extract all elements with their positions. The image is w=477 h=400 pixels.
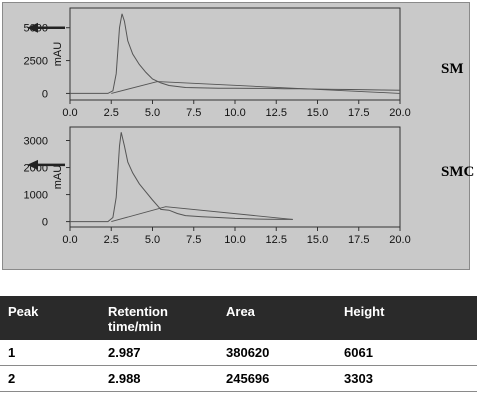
cell-peak: 2: [0, 365, 100, 392]
header-peak: Peak: [0, 296, 100, 340]
table-row: 2 2.988 245696 3303: [0, 365, 477, 392]
cell-peak: 1: [0, 340, 100, 366]
sm-x-tick-label: 7.5: [186, 107, 201, 119]
sm-arrow-head: [27, 22, 38, 33]
sm-x-tick-label: 17.5: [348, 107, 369, 119]
smc-y-tick-label: 1000: [24, 190, 48, 202]
sm-y-tick-label: 0: [42, 88, 48, 100]
sm-plot-frame: [69, 7, 401, 101]
sm-x-tick-label: 2.5: [104, 107, 119, 119]
sm-y-tick-label: 2500: [24, 56, 48, 68]
smc-x-tick-label: 0.0: [62, 234, 77, 246]
sm-x-tick-label: 20.0: [389, 107, 410, 119]
header-retention-time: Retention time/min: [100, 296, 218, 340]
cell-retention-time: 2.987: [100, 340, 218, 366]
smc-x-tick-label: 7.5: [186, 234, 201, 246]
cell-retention-time: 2.988: [100, 365, 218, 392]
chart-label-smc: SMC: [441, 164, 475, 180]
sm-x-tick-label: 12.5: [266, 107, 287, 119]
smc-y-tick-label: 0: [42, 217, 48, 229]
smc-y-tick-label: 3000: [24, 136, 48, 148]
smc-arrow-head: [27, 159, 38, 170]
smc-x-tick-label: 15.0: [307, 234, 328, 246]
cell-area: 380620: [218, 340, 336, 366]
chromatogram-charts: 0.02.55.07.510.012.515.017.520.002500500…: [24, 7, 411, 246]
smc-x-tick-label: 5.0: [145, 234, 160, 246]
smc-signal-trace: [70, 132, 293, 223]
sm-y-axis-label: mAU: [52, 42, 64, 67]
table-header-row: Peak Retention time/min Area Height: [0, 296, 477, 340]
smc-x-tick-label: 17.5: [348, 234, 369, 246]
peak-table: Peak Retention time/min Area Height 1 2.…: [0, 296, 477, 392]
smc-y-axis-label: mAU: [52, 165, 64, 190]
header-area: Area: [218, 296, 336, 340]
sm-x-tick-label: 5.0: [145, 107, 160, 119]
smc-integration-baseline: [111, 206, 293, 223]
table-row: 1 2.987 380620 6061: [0, 340, 477, 366]
smc-x-tick-label: 20.0: [389, 234, 410, 246]
cell-height: 3303: [336, 365, 477, 392]
header-height: Height: [336, 296, 477, 340]
sm-x-tick-label: 10.0: [224, 107, 245, 119]
chromatogram-panel: 0.02.55.07.510.012.515.017.520.002500500…: [2, 2, 474, 270]
smc-x-tick-label: 2.5: [104, 234, 119, 246]
chart-label-sm: SM: [441, 61, 464, 77]
sm-x-tick-label: 15.0: [307, 107, 328, 119]
smc-x-tick-label: 10.0: [224, 234, 245, 246]
sm-x-tick-label: 0.0: [62, 107, 77, 119]
cell-area: 245696: [218, 365, 336, 392]
sm-integration-baseline: [111, 81, 401, 94]
sm-signal-trace: [70, 13, 401, 94]
cell-height: 6061: [336, 340, 477, 366]
smc-x-tick-label: 12.5: [266, 234, 287, 246]
